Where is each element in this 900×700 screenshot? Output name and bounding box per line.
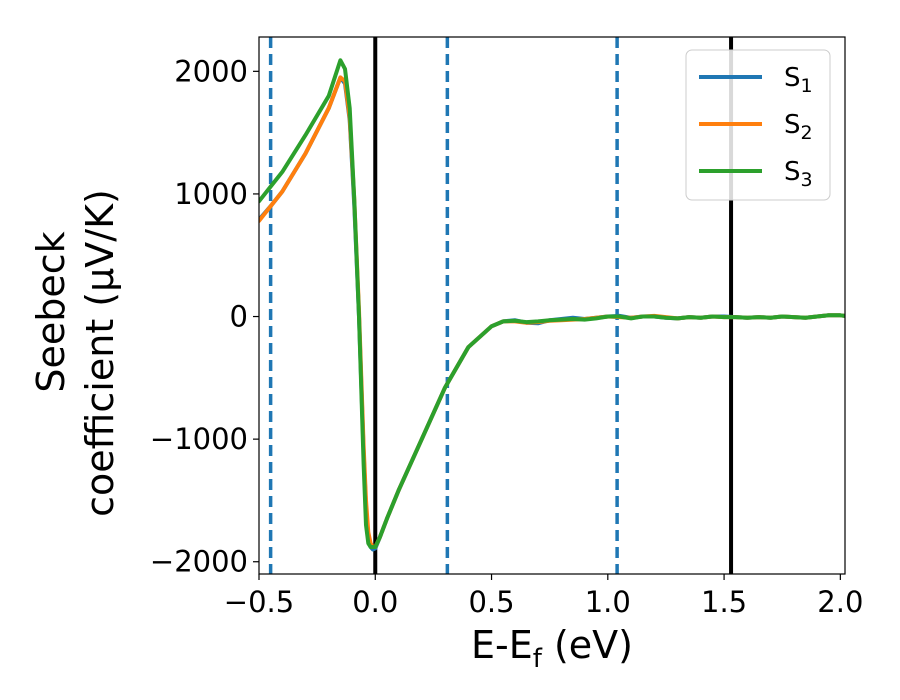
plot-frame: [258, 36, 846, 575]
y-tick-label: 2000: [174, 54, 248, 88]
x-axis-label: E-Ef (eV): [471, 623, 633, 674]
x-axis-label-sub: f: [533, 644, 543, 674]
legend-label-S3: S3: [784, 157, 813, 191]
reference-lines: [268, 37, 734, 574]
y-tick-label: −2000: [150, 545, 248, 579]
legend-label-S1: S1: [784, 63, 813, 97]
x-tick-label: 1.5: [701, 585, 747, 619]
series-lines: [259, 58, 845, 552]
series-line-S3: [259, 58, 845, 549]
x-axis-ticks: −0.5 0.0 0.5 1.0 1.5 2.0: [224, 574, 863, 619]
y-axis-label-line1: Seebeck: [29, 231, 73, 392]
y-tick-label: −1000: [150, 422, 248, 456]
x-tick-label: −0.5: [224, 585, 294, 619]
y-tick-label: 1000: [174, 177, 248, 211]
y-tick-label: 0: [230, 300, 248, 334]
x-tick-label: 1.0: [585, 585, 631, 619]
x-axis-label-unit: (eV): [542, 623, 633, 667]
y-axis-ticks: −2000 −1000 0 1000 2000: [150, 54, 259, 579]
x-tick-label: 0.0: [352, 585, 398, 619]
legend-label-S2: S2: [784, 110, 813, 144]
y-axis-label-line2: coefficient (μV/K): [78, 189, 122, 517]
x-tick-label: 2.0: [817, 585, 863, 619]
legend: S1 S2 S3: [685, 49, 831, 201]
x-axis-label-main: E-E: [471, 623, 533, 667]
x-tick-label: 0.5: [468, 585, 514, 619]
